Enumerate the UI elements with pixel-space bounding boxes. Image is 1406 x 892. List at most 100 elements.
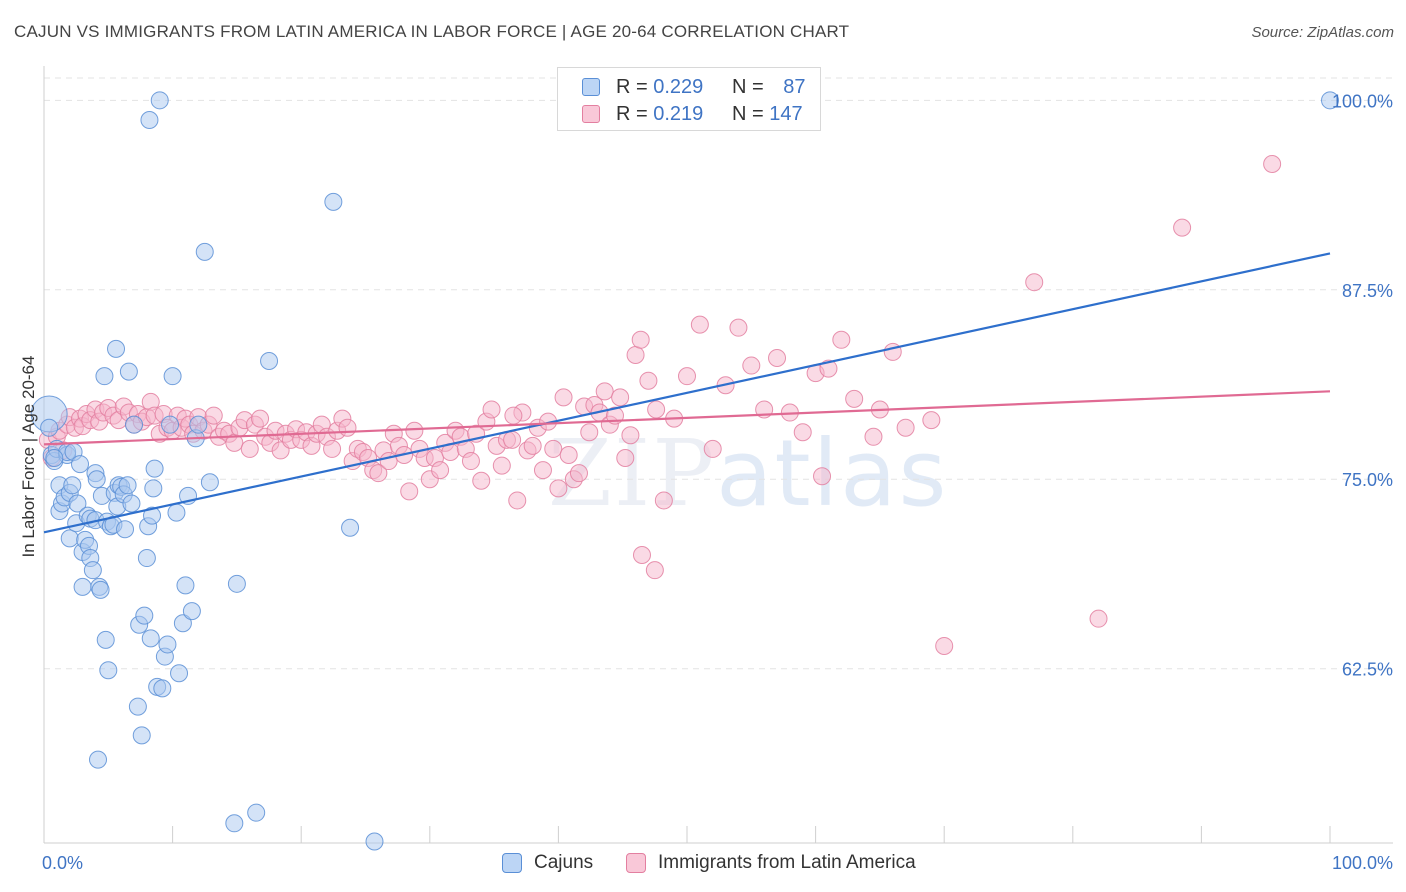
cajun-point [68,494,87,513]
cajun-point [145,459,164,478]
immigrant-point [647,400,666,419]
y-tick-label: 75.0% [1342,470,1393,490]
immigrant-point [768,348,787,367]
cajun-point [140,111,159,130]
cajun-point [137,549,156,568]
series-legend-immigrants: Immigrants from Latin America [626,852,916,874]
immigrant-point [832,330,851,349]
cajun-point [45,449,64,468]
immigrant-point [626,345,645,364]
immigrant-point [240,439,259,458]
immigrant-point [554,388,573,407]
cajun-point [153,679,172,698]
y-tick-label: 100.0% [1332,91,1393,111]
cajun-point [225,814,244,833]
grid-lines [44,77,1393,670]
immigrant-point [819,359,838,378]
cajun-point [63,476,82,495]
watermark-atlas: atlas [716,420,949,527]
legend-r-label: R = [616,75,648,98]
immigrant-point [1025,273,1044,292]
immigrant-point [621,426,640,445]
immigrant-point [935,636,954,655]
immigrant-point [678,367,696,386]
legend-n-label: N = [732,75,764,98]
cajun-point [182,602,201,621]
cajun-point [116,520,135,539]
cajun-point [40,418,59,437]
cajun-point [176,576,195,595]
cajun-point [341,518,360,537]
legend-swatch-blue [582,78,600,96]
cajun-point [1321,91,1339,110]
immigrant-trend-line [43,390,1331,446]
legend-r-value: 0.229 [653,75,704,98]
immigrant-point [533,461,552,480]
legend-n-value: 147 [769,102,803,125]
cajun-point [128,697,147,716]
immigrant-point [338,418,357,437]
immigrant-point [631,330,650,349]
series-legend: Cajuns Immigrants from Latin America [0,852,1406,878]
cajun-point [60,529,79,548]
legend-swatch-pink [582,105,600,123]
legend-row-immigrants: R = 0.219 N = 147 [582,102,803,126]
cajun-point [324,192,343,211]
immigrant-point [922,411,941,430]
immigrant-point [461,452,480,471]
immigrant-point [793,423,812,442]
cajun-point [143,506,162,525]
cajun-point [260,352,279,371]
immigrant-point [549,479,568,498]
immigrant-point [595,382,614,401]
legend-n-value: 87 [783,75,806,98]
cajun-point [144,479,163,498]
immigrant-point [544,439,563,458]
immigrant-point [864,427,883,446]
immigrant-point [1173,218,1192,237]
x-tick-label: 100.0% [1332,853,1393,873]
data-points [30,91,1339,851]
immigrant-point [616,449,635,468]
cajun-point [135,606,154,625]
immigrant-point [405,421,424,440]
immigrant-point [845,389,864,408]
cajun-trend-line [43,252,1331,534]
correlation-legend: R = 0.229 N = 87 R = 0.219 N = 147 [557,67,821,131]
cajun-point [365,832,384,851]
immigrant-point [504,406,523,425]
immigrant-point [569,464,588,483]
cajun-point [87,470,106,489]
cajun-point [150,91,169,110]
immigrant-point [492,456,511,475]
legend-n-label: N = [732,102,764,125]
cajun-point [91,580,110,599]
immigrant-point [508,491,527,510]
cajun-point [118,476,137,495]
y-tick-label: 87.5% [1342,281,1393,301]
immigrant-point [431,461,450,480]
cajun-point [71,455,90,474]
immigrant-point [400,482,419,501]
cajun-point [99,661,118,680]
cajun-point [189,415,208,434]
trend-lines [43,252,1331,534]
immigrant-point [523,436,542,455]
cajun-point [170,664,189,683]
cajun-point [195,242,214,261]
cajun-point [173,614,192,633]
immigrant-point [813,467,832,486]
legend-row-cajuns: R = 0.229 N = 87 [582,75,806,99]
legend-r-label: R = [616,102,648,125]
cajun-point [89,750,108,769]
immigrant-point [482,400,501,419]
immigrant-point [323,439,342,458]
cajun-point [163,367,182,386]
source-label: Source: ZipAtlas.com [1251,24,1394,41]
immigrant-point [1089,609,1108,628]
immigrant-point [690,315,709,334]
cajun-point [122,494,141,513]
immigrant-point [639,371,658,390]
immigrant-point [703,439,722,458]
